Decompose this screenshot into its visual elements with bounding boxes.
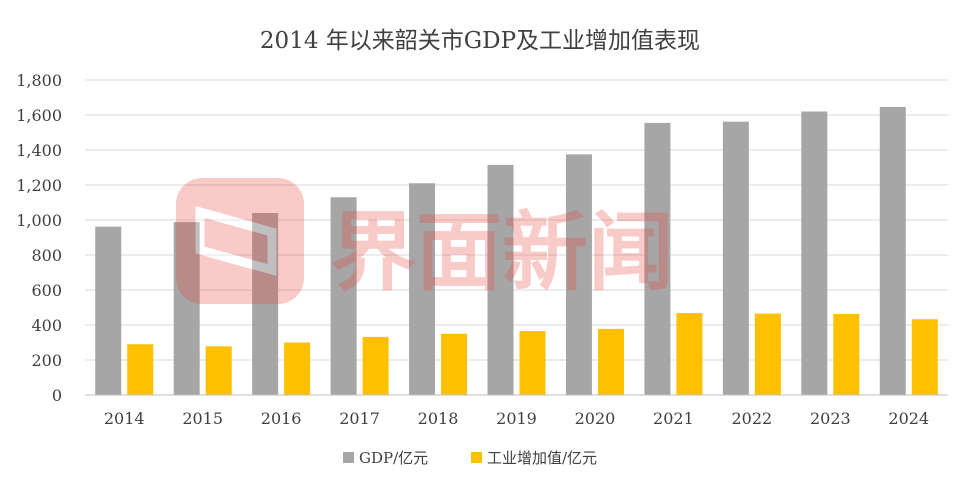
bar-gdp bbox=[252, 213, 279, 395]
bar-industry-value-added bbox=[754, 313, 781, 395]
y-tick-label: 1,600 bbox=[16, 106, 62, 125]
watermark-frame-icon bbox=[195, 206, 277, 276]
bar-gdp bbox=[644, 122, 671, 395]
bar-industry-value-added bbox=[362, 336, 389, 395]
bar-industry-value-added bbox=[441, 333, 468, 395]
gridlines bbox=[85, 79, 948, 361]
bar-gdp bbox=[330, 197, 357, 395]
x-tick-label: 2018 bbox=[418, 409, 459, 428]
legend-label-gdp: GDP/亿元 bbox=[359, 449, 428, 467]
y-tick-label: 800 bbox=[31, 246, 62, 265]
bar-industry-value-added bbox=[676, 313, 703, 395]
y-tick-label: 400 bbox=[31, 316, 62, 335]
watermark-badge bbox=[176, 178, 304, 304]
bar-gdp bbox=[487, 164, 514, 395]
watermark-logo: 界面新闻 bbox=[176, 178, 674, 304]
bar-gdp bbox=[173, 222, 200, 395]
x-tick-label: 2020 bbox=[575, 409, 616, 428]
x-tick-label: 2022 bbox=[732, 409, 773, 428]
x-tick-label: 2016 bbox=[261, 409, 302, 428]
x-tick-label: 2014 bbox=[104, 409, 145, 428]
bar-gdp bbox=[722, 121, 749, 396]
bar-industry-value-added bbox=[519, 331, 546, 395]
y-tick-label: 1,000 bbox=[16, 211, 62, 230]
bar-gdp bbox=[879, 106, 906, 395]
legend-swatch-industry bbox=[471, 452, 482, 463]
bar-industry-value-added bbox=[205, 346, 232, 395]
x-axis: 2014 2015 2016 2017 2018 2019 2020 2021 2022 2023… bbox=[104, 409, 929, 428]
bar-industry-value-added bbox=[911, 319, 938, 395]
bar-gdp bbox=[409, 183, 436, 395]
x-tick-label: 2021 bbox=[653, 409, 694, 428]
x-tick-label: 2024 bbox=[888, 409, 929, 428]
y-tick-label: 1,400 bbox=[16, 141, 62, 160]
chart-title: 2014 年以来韶关市GDP及工业增加值表现 bbox=[260, 28, 700, 54]
bar-gdp bbox=[801, 111, 828, 395]
x-tick-label: 2015 bbox=[182, 409, 223, 428]
bar-industry-value-added bbox=[597, 328, 624, 395]
x-tick-label: 2017 bbox=[339, 409, 380, 428]
y-tick-label: 600 bbox=[31, 281, 62, 300]
y-tick-label: 200 bbox=[31, 351, 62, 370]
y-tick-label: 0 bbox=[52, 386, 62, 405]
y-axis: 0 200 400 600 800 1,000 1,200 1,400 1,600 1,800 bbox=[16, 71, 62, 405]
bar-gdp bbox=[565, 154, 592, 395]
bar-industry-value-added bbox=[127, 344, 154, 395]
bar-industry-value-added bbox=[284, 342, 311, 395]
bars bbox=[95, 106, 938, 396]
legend: GDP/亿元 工业增加值/亿元 bbox=[343, 449, 597, 467]
y-tick-label: 1,200 bbox=[16, 176, 62, 195]
x-tick-label: 2019 bbox=[496, 409, 537, 428]
legend-label-industry: 工业增加值/亿元 bbox=[487, 449, 597, 467]
x-tick-label: 2023 bbox=[810, 409, 851, 428]
bar-industry-value-added bbox=[833, 313, 860, 395]
watermark-text: 界面新闻 bbox=[330, 203, 674, 303]
bar-gdp bbox=[95, 226, 122, 395]
legend-swatch-gdp bbox=[343, 452, 354, 463]
y-tick-label: 1,800 bbox=[16, 71, 62, 90]
